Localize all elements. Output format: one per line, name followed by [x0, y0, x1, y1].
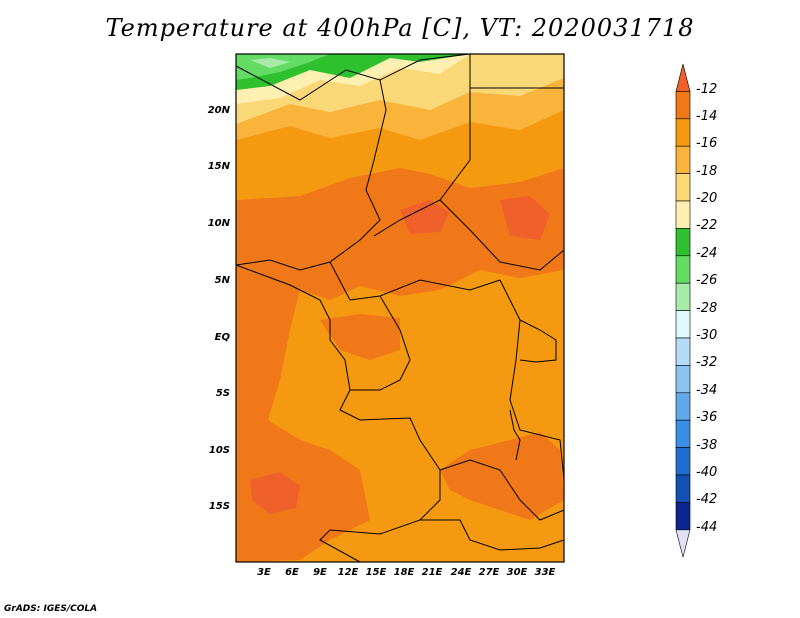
- lon-label-33e: 33E: [534, 567, 556, 578]
- field-warm-southeast-minus14: [440, 432, 564, 520]
- lon-label-21e: 21E: [421, 567, 443, 578]
- colorbar-label: -12: [696, 82, 718, 97]
- colorbar-label: -14: [696, 109, 718, 124]
- colorbar-segment: [675, 310, 691, 339]
- colorbar-segment: [675, 502, 691, 531]
- lon-label-15e: 15E: [365, 567, 387, 578]
- map-frame: [235, 53, 565, 563]
- colorbar-label: -44: [696, 520, 718, 535]
- lon-label-9e: 9E: [313, 567, 327, 578]
- lon-label-3e: 3E: [257, 567, 271, 578]
- border-south: [420, 519, 565, 551]
- colorbar-segment: [675, 474, 691, 503]
- colorbar-segment: [675, 145, 691, 174]
- border-chad: [373, 53, 471, 237]
- lat-label-10n: 10N: [207, 218, 230, 229]
- border-lake-tanganyika: [509, 409, 521, 461]
- lat-label-15s: 15S: [208, 501, 230, 512]
- colorbar-label: -26: [696, 273, 718, 288]
- field-warm-west-minus14: [236, 262, 300, 430]
- colorbar-label: -36: [696, 410, 718, 425]
- colorbar-label: -28: [696, 301, 718, 316]
- colorbar-label: -32: [696, 355, 718, 370]
- colorbar-segment: [675, 337, 691, 366]
- border-congo-angola: [235, 264, 441, 563]
- lat-label-15n: 15N: [207, 161, 230, 172]
- field-warm-central-minus14: [320, 314, 400, 360]
- field-warm-south-minus14: [236, 420, 370, 562]
- colorbar-segment: [675, 529, 691, 558]
- lon-label-6e: 6E: [285, 567, 299, 578]
- colorbar-segment: [675, 228, 691, 257]
- colorbar-label: -24: [696, 246, 718, 261]
- colorbar: [675, 63, 691, 558]
- field-hot-spot-n: [400, 200, 450, 234]
- colorbar-segment: [675, 91, 691, 120]
- border-zambia: [439, 459, 565, 521]
- colorbar-segment: [675, 118, 691, 147]
- lat-label-10s: 10S: [208, 445, 230, 456]
- colorbar-label: -38: [696, 438, 718, 453]
- colorbar-label: -30: [696, 328, 718, 343]
- lon-label-30e: 30E: [506, 567, 528, 578]
- field-warm-north-minus14: [236, 168, 564, 300]
- border-south-sudan: [439, 199, 565, 271]
- map-title: Temperature at 400hPa [C], VT: 202003171…: [105, 14, 695, 42]
- border-lake-victoria: [519, 319, 557, 363]
- colorbar-segment: [675, 63, 691, 92]
- lon-label-12e: 12E: [337, 567, 359, 578]
- colorbar-label: -40: [696, 465, 718, 480]
- colorbar-segment: [675, 447, 691, 476]
- colorbar-segment: [675, 392, 691, 421]
- colorbar-label: -42: [696, 492, 718, 507]
- lon-label-24e: 24E: [450, 567, 472, 578]
- colorbar-label: -34: [696, 383, 718, 398]
- lat-label-5s: 5S: [215, 388, 230, 399]
- border-car: [329, 261, 501, 301]
- colorbar-segment: [675, 365, 691, 394]
- lat-label-eq: EQ: [214, 332, 230, 343]
- lon-label-18e: 18E: [393, 567, 415, 578]
- field-hot-spot-ne: [500, 196, 550, 240]
- colorbar-label: -22: [696, 218, 718, 233]
- lon-label-27e: 27E: [478, 567, 500, 578]
- border-west-sahel: [235, 65, 387, 271]
- grads-credit: GrADS: IGES/COLA: [4, 604, 98, 614]
- lat-label-5n: 5N: [214, 275, 230, 286]
- colorbar-segment: [675, 255, 691, 284]
- colorbar-label: -20: [696, 191, 718, 206]
- border-drc-west: [350, 295, 411, 391]
- country-borders: [235, 53, 565, 563]
- colorbar-label: -18: [696, 164, 718, 179]
- lat-label-20n: 20N: [207, 105, 230, 116]
- colorbar-segment: [675, 282, 691, 311]
- colorbar-segment: [675, 200, 691, 229]
- field-patch-minus28: [250, 58, 290, 68]
- colorbar-segment: [675, 173, 691, 202]
- colorbar-label: -16: [696, 136, 718, 151]
- field-hot-spot-sw: [250, 472, 300, 514]
- colorbar-segment: [675, 419, 691, 448]
- map-field: [236, 54, 564, 562]
